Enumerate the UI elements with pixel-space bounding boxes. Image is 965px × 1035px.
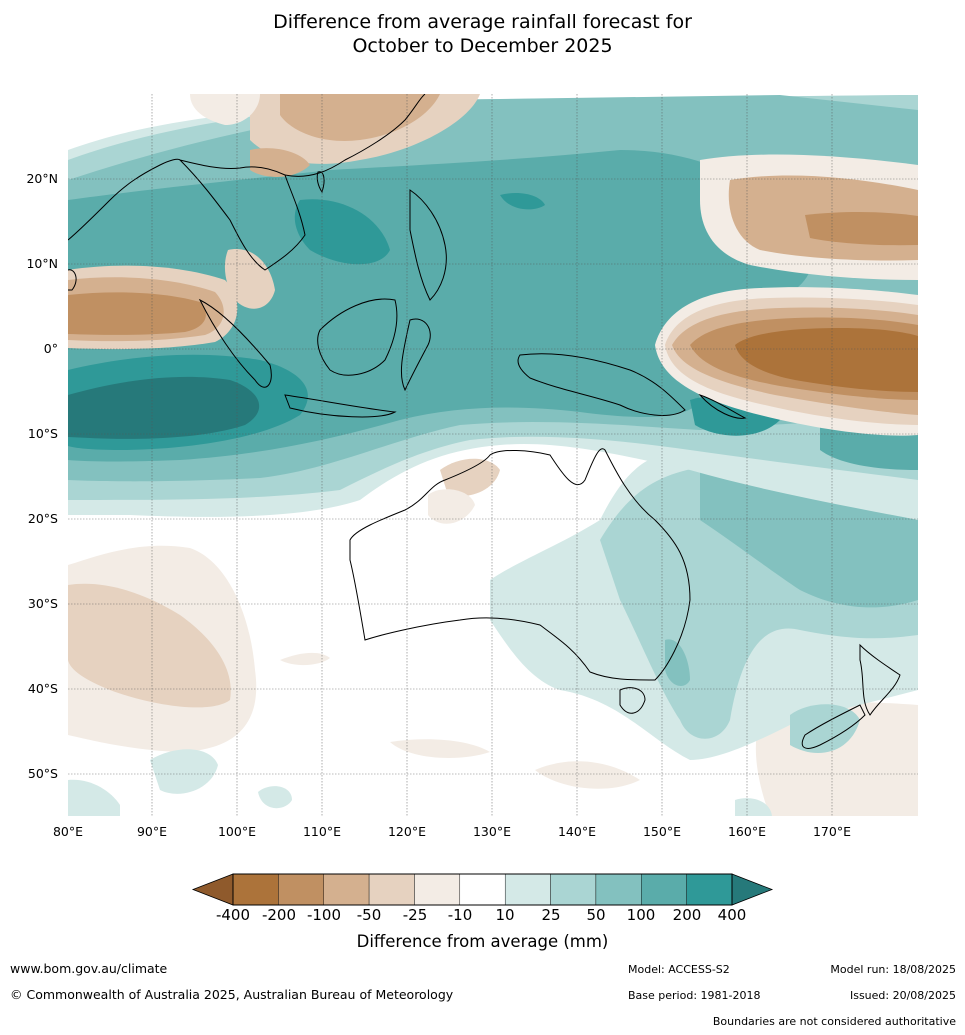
colorbar-tick: -25: [402, 906, 428, 924]
lon-label-90e: 90°E: [137, 824, 167, 839]
lon-label-150e: 150°E: [643, 824, 681, 839]
colorbar-tick: -200: [261, 906, 297, 924]
coast-australia: [349, 448, 691, 681]
lon-label-140e: 140°E: [558, 824, 596, 839]
wet-patch-south-4: [735, 798, 772, 816]
latitude-labels: 20°N 10°N 0° 10°S 20°S 30°S 40°S 50°S: [26, 171, 58, 781]
lon-label-80e: 80°E: [53, 824, 83, 839]
colorbar-swatch: [641, 873, 687, 906]
coast-java: [284, 394, 397, 418]
lat-label-50s: 50°S: [28, 766, 58, 781]
colorbar-tick: 50: [586, 906, 606, 924]
colorbar-swatch: [550, 873, 597, 906]
base-period: Base period: 1981-2018: [628, 989, 761, 1002]
colorbar-tick: -100: [306, 906, 342, 924]
colorbar-outline: [232, 873, 733, 906]
colorbar-tick: 400: [717, 906, 747, 924]
colorbar-tick: -400: [215, 906, 251, 924]
colorbar-extend-wet: [731, 873, 774, 906]
colorbar-extend-dry: [191, 873, 234, 906]
coast-sumatra: [198, 298, 272, 388]
lon-label-110e: 110°E: [303, 824, 341, 839]
coast-nz-south: [801, 704, 866, 749]
dry-patch-south-2: [535, 761, 640, 789]
colorbar-swatch: [323, 873, 370, 906]
website-link[interactable]: www.bom.gov.au/climate: [10, 961, 168, 976]
lon-label-130e: 130°E: [473, 824, 511, 839]
issued-date: Issued: 20/08/2025: [849, 989, 956, 1002]
boundaries-disclaimer: Boundaries are not considered authoritat…: [712, 1015, 956, 1028]
dry-patch-south-3: [390, 739, 490, 758]
model-run-date: Model run: 18/08/2025: [830, 963, 956, 976]
map-area: [68, 94, 918, 816]
coast-philippines: [409, 189, 447, 301]
coast-indochina: [178, 159, 306, 271]
colorbar-tick: 200: [672, 906, 702, 924]
colorbar: [191, 873, 774, 906]
wet-region-nz: [790, 704, 860, 753]
colorbar-swatch: [278, 873, 324, 906]
longitude-labels: 80°E 90°E 100°E 110°E 120°E 130°E 140°E …: [53, 824, 851, 839]
colorbar-tick: 25: [541, 906, 561, 924]
coast-nz-north: [859, 643, 901, 716]
colorbar-tick: 100: [626, 906, 656, 924]
colorbar-swatch: [595, 873, 642, 906]
colorbar-tick: -50: [356, 906, 382, 924]
coast-india-bay: [68, 158, 181, 241]
title-line-1: Difference from average rainfall forecas…: [273, 11, 692, 33]
wet-patch-south-1: [150, 749, 218, 794]
coast-borneo: [317, 298, 398, 376]
colorbar-swatch: [504, 873, 551, 906]
lon-label-160e: 160°E: [728, 824, 766, 839]
colorbar-swatch: [686, 873, 733, 906]
wet-core-philippines: [500, 193, 545, 210]
colorbar-tick: 10: [495, 906, 515, 924]
dry-region-nw-aus: [428, 489, 475, 524]
lon-label-170e: 170°E: [813, 824, 851, 839]
wet-patch-south-2: [68, 779, 120, 816]
map-title: Difference from average rainfall forecas…: [0, 10, 965, 58]
colorbar-title: Difference from average (mm): [356, 932, 609, 951]
dry-region-kimberley: [440, 458, 500, 497]
dry-patch-south-1: [280, 652, 330, 666]
lon-label-100e: 100°E: [218, 824, 256, 839]
lat-label-20n: 20°N: [26, 171, 58, 186]
dry-patch-southwest-mid: [68, 583, 231, 708]
lat-label-40s: 40°S: [28, 681, 58, 696]
lat-label-10s: 10°S: [28, 426, 58, 441]
wet-patch-south-3: [258, 786, 292, 809]
dry-region-south-china-inner: [250, 148, 310, 177]
colorbar-tick-labels: -400 -200 -100 -50 -25 -10 10 25 50 100 …: [0, 906, 965, 926]
lat-label-20s: 20°S: [28, 511, 58, 526]
colorbar-swatch: [414, 873, 461, 906]
colorbar-swatch: [368, 873, 415, 906]
dry-region-eq-indian-200: [68, 292, 206, 335]
lat-label-30s: 30°S: [28, 596, 58, 611]
lat-label-10n: 10°N: [26, 256, 58, 271]
copyright-text: © Commonwealth of Australia 2025, Austra…: [10, 987, 454, 1002]
wet-core-maritime: [294, 199, 390, 265]
coast-tasmania: [619, 687, 646, 714]
dry-region-eq-pacific-400: [735, 328, 918, 392]
title-line-2: October to December 2025: [352, 35, 613, 57]
coast-solomons: [698, 393, 747, 419]
wet-core-indian-extreme: [68, 376, 260, 439]
colorbar-swatch: [459, 873, 506, 906]
colorbar-tick: -10: [447, 906, 473, 924]
lat-label-0: 0°: [44, 341, 58, 356]
dry-region-south-china-core: [280, 94, 440, 141]
dry-region-tibet: [190, 94, 260, 125]
colorbar-swatch: [232, 873, 279, 906]
coast-sulawesi: [400, 318, 431, 392]
gridlines: [68, 94, 918, 816]
lon-label-120e: 120°E: [388, 824, 426, 839]
model-name: Model: ACCESS-S2: [628, 963, 730, 976]
wet-patch-vic: [665, 639, 690, 686]
coast-sri-lanka: [68, 269, 77, 291]
dry-region-westpac-north-core: [805, 212, 918, 246]
